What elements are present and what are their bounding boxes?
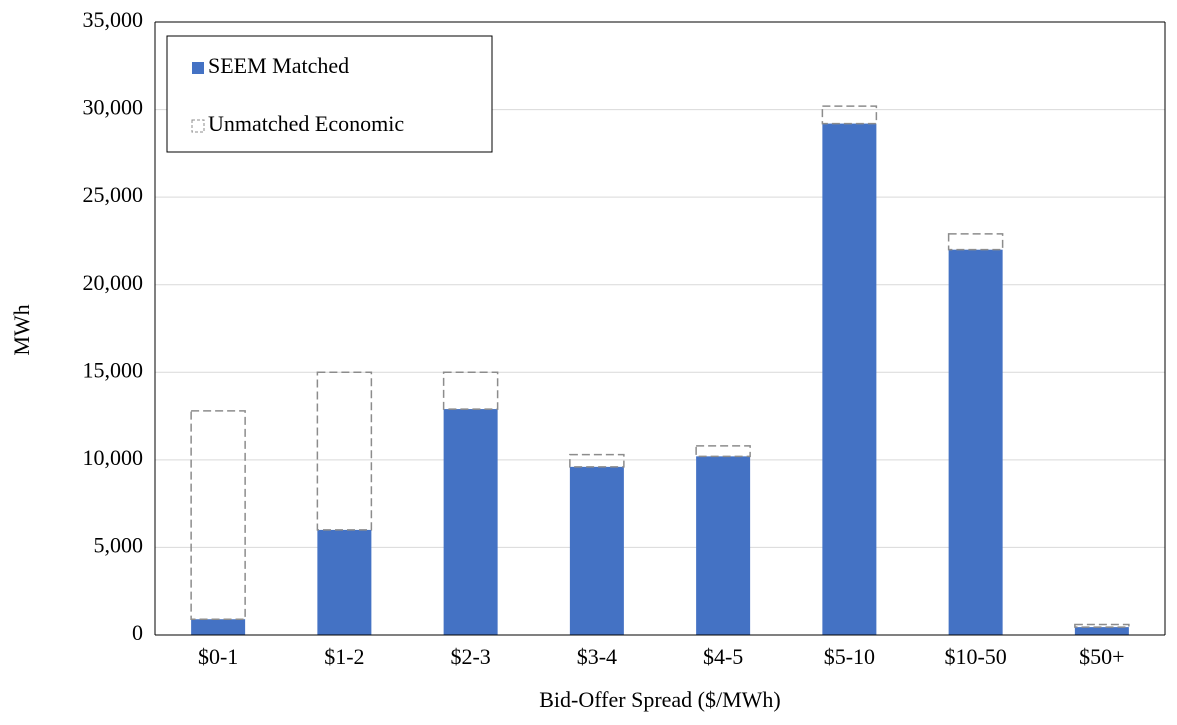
legend-box [166,35,493,153]
y-tick-label: 15,000 [83,357,144,382]
bar [442,371,499,410]
y-tick-label: 30,000 [83,95,144,120]
y-tick-label: 35,000 [83,7,144,32]
bar [695,445,751,458]
x-tick-label: $5-10 [824,644,875,669]
y-tick-label: 0 [132,620,143,645]
bar [191,619,246,635]
x-tick-label: $50+ [1079,644,1124,669]
legend-swatch [191,119,205,133]
bar [948,249,1003,635]
bar [1074,623,1130,628]
bar [947,233,1004,251]
bar [1074,627,1129,635]
y-tick-label: 10,000 [83,445,144,470]
bar [317,529,372,635]
x-tick-label: $10-50 [944,644,1006,669]
x-axis-title: Bid-Offer Spread ($/MWh) [539,687,781,712]
y-tick-label: 20,000 [83,270,144,295]
bar [190,410,246,620]
x-tick-label: $0-1 [198,644,238,669]
y-tick-label: 25,000 [83,182,144,207]
bar [316,371,373,531]
legend-label: SEEM Matched [208,53,349,78]
y-tick-label: 5,000 [94,532,144,557]
bar [821,105,878,125]
x-tick-label: $4-5 [703,644,743,669]
bar [569,466,624,635]
legend-label: Unmatched Economic [208,111,404,136]
x-tick-label: $2-3 [450,644,490,669]
bar [443,409,498,635]
x-tick-label: $3-4 [577,644,617,669]
y-axis-title: MWh [9,304,34,355]
legend-swatch [192,62,204,74]
bar [822,123,877,635]
bar [696,456,751,635]
x-tick-label: $1-2 [324,644,364,669]
bar [569,453,625,468]
